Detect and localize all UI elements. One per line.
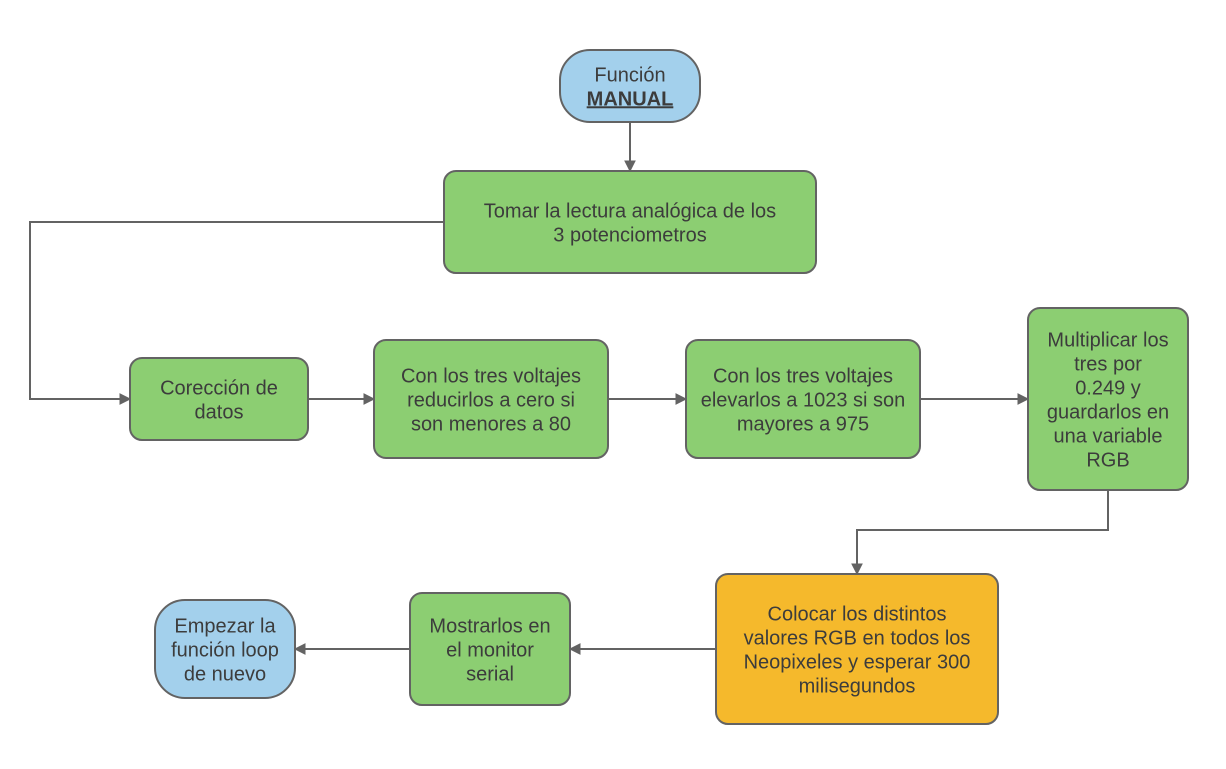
node-start-line-0: Función [594,64,665,86]
node-place-line-3: milisegundos [799,675,916,697]
node-show: Mostrarlos enel monitorserial [410,593,570,705]
node-mult-line-5: RGB [1086,449,1129,471]
edge-mult-place [857,490,1108,574]
node-reduce-line-1: reducirlos a cero si [407,389,575,411]
node-place: Colocar los distintosvalores RGB en todo… [716,574,998,724]
node-show-line-2: serial [466,663,514,685]
node-start-line-1: MANUAL [587,88,674,110]
node-show-line-0: Mostrarlos en [429,615,550,637]
node-raise-line-2: mayores a 975 [737,413,869,435]
node-mult-line-0: Multiplicar los [1047,329,1168,351]
node-mult-line-3: guardarlos en [1047,401,1169,423]
nodes-group: FunciónMANUAL Tomar la lectura analógica … [130,50,1188,724]
node-raise-line-1: elevarlos a 1023 si son [701,389,906,411]
node-place-line-1: valores RGB en todos los [744,627,971,649]
node-loop-line-0: Empezar la [174,615,276,637]
node-readpot-line-1: 3 potenciometros [553,224,706,246]
node-loop-line-2: de nuevo [184,663,266,685]
node-mult-line-2: 0.249 y [1075,377,1141,399]
flowchart-canvas: FunciónMANUAL Tomar la lectura analógica … [0,0,1226,769]
node-correct-line-0: Corección de [160,377,278,399]
node-raise: Con los tres voltajeselevarlos a 1023 si… [686,340,920,458]
node-loop: Empezar lafunción loopde nuevo [155,600,295,698]
node-loop-line-1: función loop [171,639,279,661]
node-show-line-1: el monitor [446,639,534,661]
node-correct-line-1: datos [195,401,244,423]
node-place-line-2: Neopixeles y esperar 300 [744,651,971,673]
node-reduce-line-2: son menores a 80 [411,413,571,435]
node-readpot: Tomar la lectura analógica de los3 poten… [444,171,816,273]
node-reduce: Con los tres voltajesreducirlos a cero s… [374,340,608,458]
node-mult-line-1: tres por [1074,353,1142,375]
node-raise-line-0: Con los tres voltajes [713,365,893,387]
node-readpot-line-0: Tomar la lectura analógica de los [484,200,776,222]
node-reduce-line-0: Con los tres voltajes [401,365,581,387]
node-mult-line-4: una variable [1054,425,1163,447]
node-correct: Corección dedatos [130,358,308,440]
node-mult: Multiplicar lostres por0.249 yguardarlos… [1028,308,1188,490]
node-place-line-0: Colocar los distintos [768,603,947,625]
node-start: FunciónMANUAL [560,50,700,122]
